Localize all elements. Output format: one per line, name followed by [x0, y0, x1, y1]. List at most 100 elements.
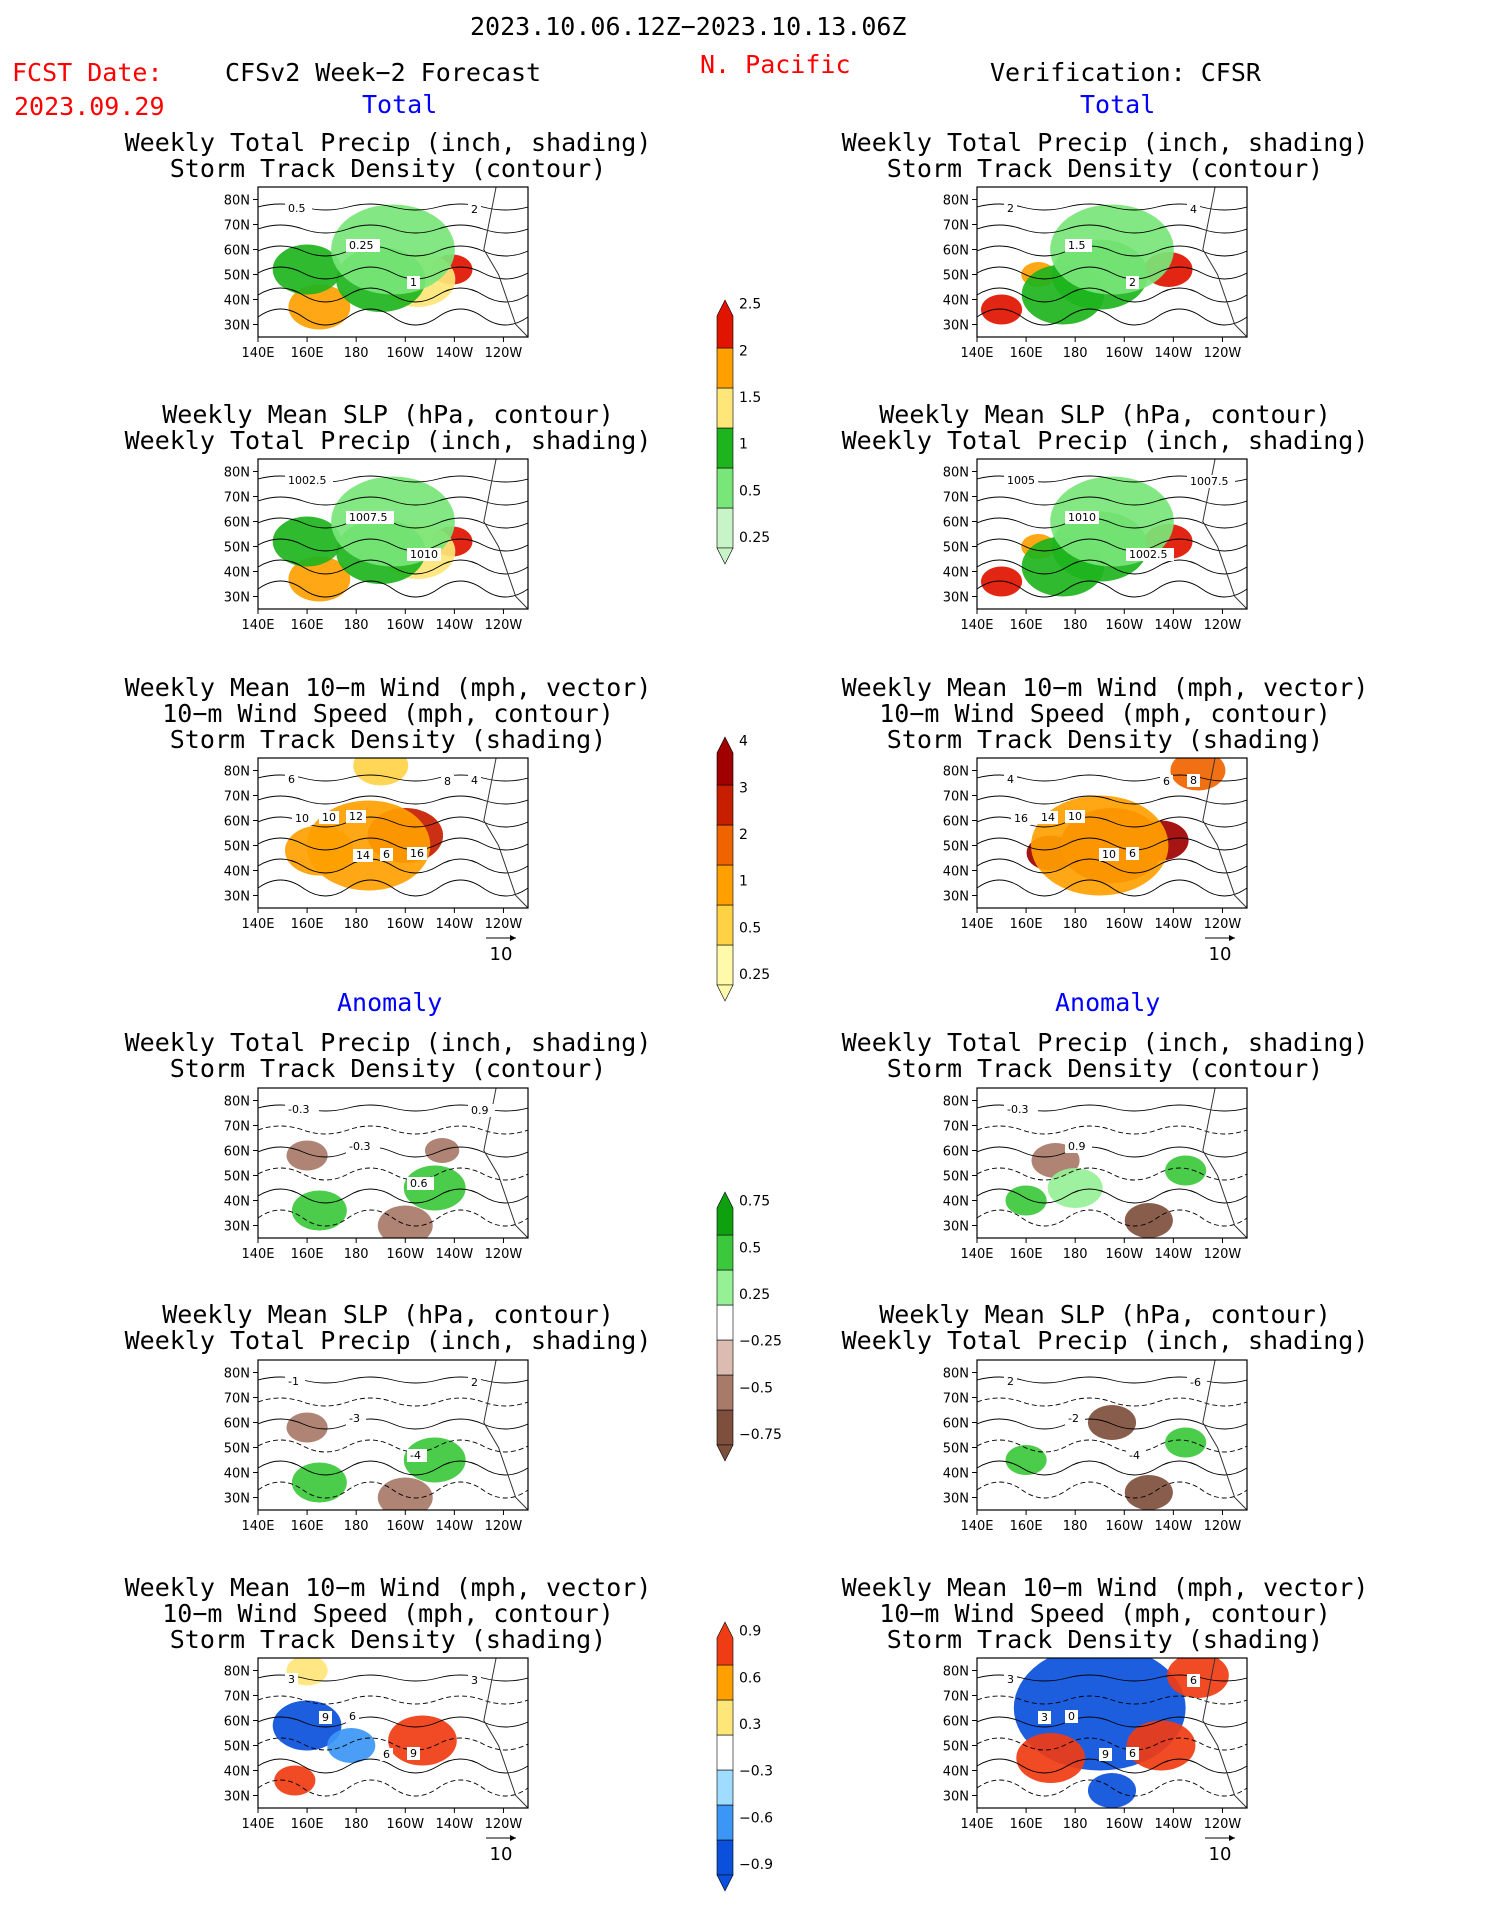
lat-tick-label: 30N [943, 890, 969, 905]
contour-label: 10 [322, 811, 336, 824]
lon-tick-label: 180 [1063, 1817, 1088, 1832]
lon-tick-label: 120W [485, 346, 523, 361]
lon-tick-label: 160E [1010, 346, 1043, 361]
lat-tick-label: 60N [224, 1417, 250, 1432]
shading-blob [980, 294, 1023, 325]
lat-tick-label: 40N [224, 1467, 250, 1482]
contour-label: 1007.5 [349, 511, 388, 524]
lat-tick-label: 30N [224, 319, 250, 334]
panel-title-line: Weekly Mean SLP (hPa, contour) [879, 1300, 1331, 1329]
lon-tick-label: 160W [1105, 346, 1143, 361]
lat-tick-label: 40N [943, 865, 969, 880]
lon-tick-label: 140W [1155, 917, 1193, 932]
shading-blob [1087, 1405, 1137, 1440]
contour-line [977, 1779, 1247, 1797]
contour-line [977, 837, 1247, 851]
contour-label: 8 [444, 775, 451, 788]
map-frame [976, 757, 1248, 909]
contour-label: -3 [349, 1412, 360, 1425]
lon-tick-label: 160E [1010, 917, 1043, 932]
lat-tick-label: 30N [943, 1790, 969, 1805]
lat-tick-label: 70N [943, 219, 969, 234]
shading-blob [1170, 758, 1226, 791]
lat-tick-label: 70N [224, 790, 250, 805]
shading-blob [1005, 1445, 1047, 1475]
coastline [483, 1088, 528, 1238]
shading-blob [285, 825, 354, 876]
lat-tick-label: 80N [224, 466, 250, 481]
coastline [483, 758, 528, 908]
contour-line [977, 1695, 1247, 1705]
contour-line [258, 1674, 528, 1682]
lat-tick-label: 50N [943, 1442, 969, 1457]
colorbar-swatch [716, 1304, 734, 1341]
lat-tick-label: 70N [224, 1392, 250, 1407]
lon-tick-label: 160W [1105, 1817, 1143, 1832]
lon-tick-label: 160W [386, 1519, 424, 1534]
contour-line [258, 1209, 528, 1227]
contour-label: 0.9 [471, 1104, 489, 1117]
contour-line [258, 1695, 528, 1705]
lat-tick-label: 40N [224, 294, 250, 309]
lon-tick-label: 140W [1155, 1817, 1193, 1832]
coastline [1202, 187, 1247, 337]
shading-blob [1144, 524, 1193, 559]
lat-tick-label: 60N [943, 1417, 969, 1432]
lon-tick-label: 140E [960, 346, 993, 361]
shading-blob [388, 1715, 457, 1766]
panel-title-line: Storm Track Density (contour) [886, 154, 1324, 183]
contour-label: 6 [1129, 1747, 1136, 1760]
lat-tick-label: 50N [224, 1442, 250, 1457]
shading-blob [431, 254, 473, 285]
panel-title-line: Storm Track Density (shading) [169, 1625, 607, 1654]
contour-line [258, 203, 528, 211]
fcst-date-value: 2023.09.29 [14, 92, 165, 121]
shading-blob [1126, 1720, 1196, 1771]
map-frame [257, 757, 529, 909]
map-panel: 4 10 6 8 14 10 6 16 80N 70N 60N 50N 40N 30N 140E 160E 18… [943, 757, 1248, 965]
lat-tick-label: 60N [224, 516, 250, 531]
shading-blob [336, 519, 426, 584]
shading-blob [272, 516, 342, 567]
lon-tick-label: 160W [1105, 1519, 1143, 1534]
lon-tick-label: 120W [485, 618, 523, 633]
colorbar-label: 0.5 [739, 483, 761, 499]
contour-line [258, 837, 528, 851]
map-frame [257, 1359, 529, 1511]
lat-tick-label: 70N [224, 1120, 250, 1135]
colorbar-swatch [716, 824, 734, 866]
map-frame [976, 458, 1248, 610]
shading-blob [286, 1412, 328, 1443]
contour-label: 14 [1041, 811, 1055, 824]
lon-tick-label: 140W [1155, 618, 1193, 633]
contour-label: 10 [1102, 848, 1116, 861]
contour-line [258, 245, 528, 257]
colorbar: −0.75 −0.5 −0.25 0.25 0.5 0.75 [716, 1191, 782, 1462]
lat-tick-label: 30N [943, 1492, 969, 1507]
lat-tick-label: 50N [943, 1740, 969, 1755]
colorbar-label: −0.25 [739, 1334, 782, 1350]
shading-blob [327, 1728, 376, 1763]
colorbar-label: 1.5 [739, 390, 761, 406]
contour-line [977, 1397, 1247, 1407]
colorbar-swatch [716, 1621, 734, 1666]
shading-blob [1165, 1155, 1207, 1186]
fcst-date-label: FCST Date: [12, 58, 163, 87]
lon-tick-label: 180 [344, 346, 369, 361]
contour-line [258, 795, 528, 805]
colorbar-label: 0.5 [739, 920, 761, 936]
shading-blob [1021, 536, 1105, 597]
lon-tick-label: 140E [960, 1519, 993, 1534]
shading-blob [336, 247, 426, 312]
contour-label: 4 [471, 774, 478, 787]
contour-line [258, 1418, 528, 1430]
contour-line [258, 1146, 528, 1158]
lat-tick-label: 30N [943, 591, 969, 606]
map-panel: -0.3 0.9 80N 70N 60N 50N 40N 30N 140E 160E 180 160W… [943, 1087, 1248, 1262]
shading-blob [1124, 1203, 1173, 1238]
contour-label: -6 [1190, 1376, 1201, 1389]
lon-tick-label: 120W [1204, 1817, 1242, 1832]
lat-tick-label: 80N [943, 765, 969, 780]
contour-label: -4 [410, 1449, 421, 1462]
panel-title-line: Storm Track Density (contour) [169, 1054, 607, 1083]
